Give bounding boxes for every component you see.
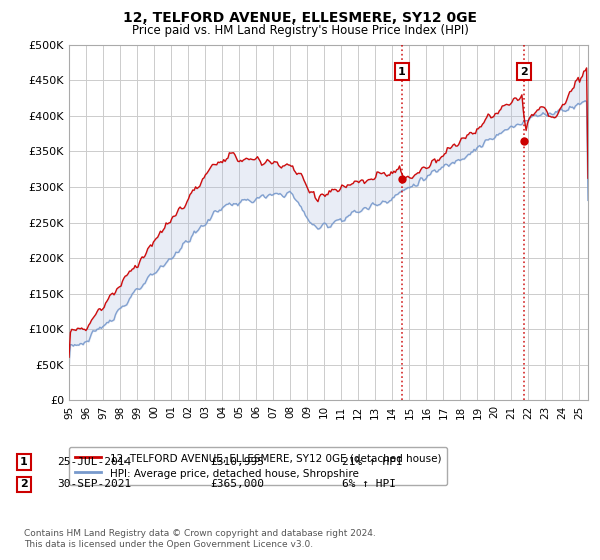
Text: £365,000: £365,000 [210, 479, 264, 489]
Text: 2: 2 [520, 67, 528, 77]
Text: Contains HM Land Registry data © Crown copyright and database right 2024.
This d: Contains HM Land Registry data © Crown c… [24, 529, 376, 549]
Text: 30-SEP-2021: 30-SEP-2021 [57, 479, 131, 489]
Text: 2: 2 [20, 479, 28, 489]
Text: 1: 1 [398, 67, 406, 77]
Text: 6% ↑ HPI: 6% ↑ HPI [342, 479, 396, 489]
Text: £310,995: £310,995 [210, 457, 264, 467]
Legend: 12, TELFORD AVENUE, ELLESMERE, SY12 0GE (detached house), HPI: Average price, de: 12, TELFORD AVENUE, ELLESMERE, SY12 0GE … [69, 447, 448, 485]
Text: 25-JUL-2014: 25-JUL-2014 [57, 457, 131, 467]
Text: 12, TELFORD AVENUE, ELLESMERE, SY12 0GE: 12, TELFORD AVENUE, ELLESMERE, SY12 0GE [123, 11, 477, 25]
Text: 21% ↑ HPI: 21% ↑ HPI [342, 457, 403, 467]
Text: Price paid vs. HM Land Registry's House Price Index (HPI): Price paid vs. HM Land Registry's House … [131, 24, 469, 36]
Text: 1: 1 [20, 457, 28, 467]
